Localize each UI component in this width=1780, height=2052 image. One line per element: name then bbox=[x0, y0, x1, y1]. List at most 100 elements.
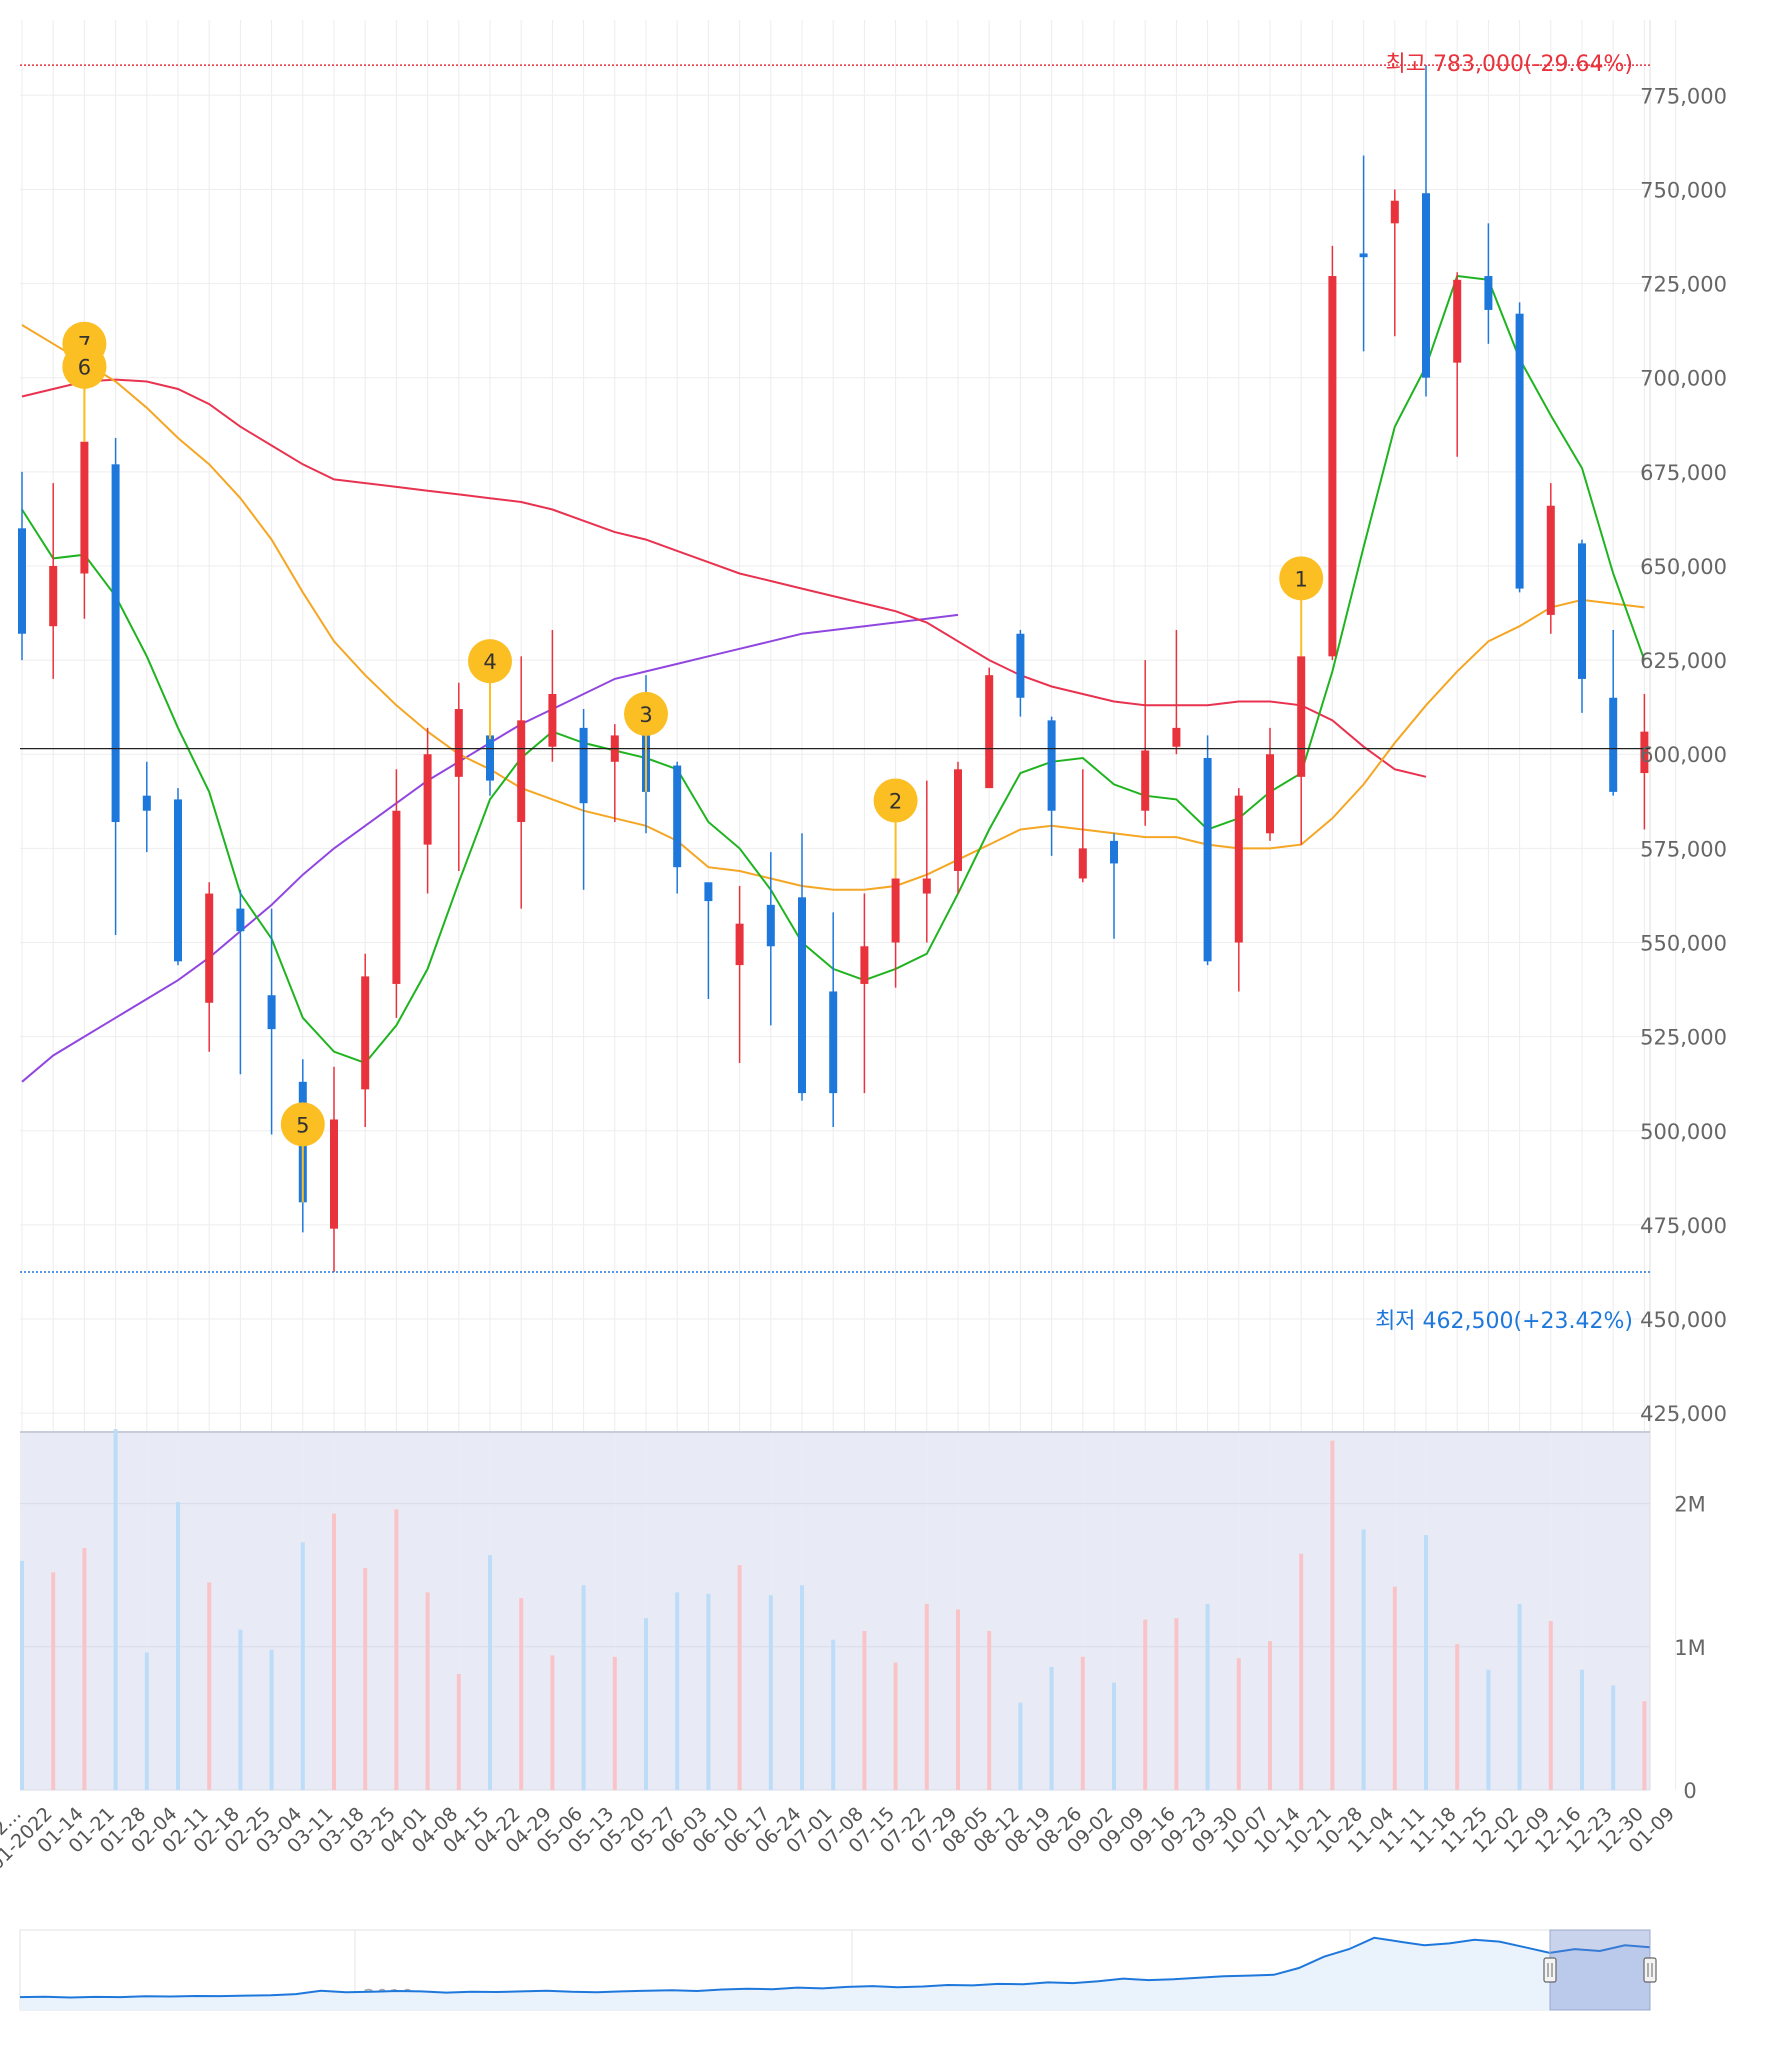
volume-bar bbox=[831, 1639, 836, 1790]
price-tick-label: 575,000 bbox=[1640, 837, 1727, 861]
price-tick-label: 725,000 bbox=[1640, 273, 1727, 297]
candle-body bbox=[891, 878, 900, 943]
volume-bar bbox=[1580, 1669, 1584, 1790]
navigator-handle-left[interactable] bbox=[1543, 1957, 1557, 1983]
volume-bar bbox=[1517, 1603, 1522, 1790]
volume-bar bbox=[1018, 1702, 1023, 1790]
volume-bar bbox=[1611, 1685, 1616, 1790]
volume-bar bbox=[1080, 1656, 1085, 1790]
event-marker-label: 5 bbox=[296, 1113, 309, 1137]
event-marker-label: 4 bbox=[483, 650, 496, 674]
volume-bar bbox=[924, 1603, 929, 1790]
candle-body bbox=[1640, 731, 1649, 774]
navigator-selection[interactable] bbox=[1549, 1929, 1651, 2011]
volume-bar bbox=[176, 1502, 180, 1790]
volume-bar bbox=[1299, 1553, 1304, 1790]
event-marker-label: 2 bbox=[889, 789, 902, 813]
volume-bar bbox=[1236, 1658, 1241, 1790]
event-marker-label: 1 bbox=[1295, 567, 1308, 591]
price-tick-label: 425,000 bbox=[1640, 1402, 1727, 1426]
candle-body bbox=[1047, 720, 1056, 811]
event-marker-1[interactable] bbox=[1279, 556, 1324, 601]
volume-bar bbox=[1424, 1535, 1428, 1790]
candle-body bbox=[704, 882, 713, 902]
candle-body bbox=[236, 908, 245, 932]
candle-body bbox=[1390, 200, 1399, 224]
candle-body bbox=[1141, 750, 1150, 811]
volume-bar bbox=[1268, 1641, 1272, 1790]
volume-bar bbox=[144, 1652, 149, 1790]
price-tick-label: 775,000 bbox=[1640, 84, 1727, 108]
price-tick-label: 450,000 bbox=[1640, 1308, 1727, 1332]
volume-bar bbox=[987, 1631, 992, 1790]
navigator-line bbox=[19, 1936, 1651, 1999]
candle-body bbox=[1234, 795, 1243, 943]
candle-body bbox=[205, 893, 214, 1003]
candle-body bbox=[735, 923, 744, 966]
volume-bar bbox=[1049, 1666, 1054, 1790]
candle-body bbox=[454, 709, 463, 777]
volume-bar bbox=[893, 1662, 898, 1790]
volume-bar bbox=[1361, 1529, 1366, 1790]
volume-bar bbox=[1205, 1603, 1210, 1790]
candle-body bbox=[1078, 848, 1087, 879]
volume-bar bbox=[425, 1592, 430, 1790]
price-tick-label: 675,000 bbox=[1640, 461, 1727, 485]
price-tick-label: 700,000 bbox=[1640, 367, 1727, 391]
candle-body bbox=[174, 799, 182, 962]
candle-body bbox=[1515, 313, 1524, 589]
event-markers[interactable]: 12345676 bbox=[62, 321, 1324, 1203]
candle-body bbox=[1359, 253, 1368, 258]
candle-body bbox=[1609, 697, 1618, 792]
volume-bar bbox=[519, 1598, 524, 1790]
candle-body bbox=[111, 464, 120, 823]
candle-body bbox=[1110, 840, 1118, 864]
candle-body bbox=[267, 995, 276, 1030]
candle-body bbox=[1546, 505, 1555, 615]
candle-body bbox=[423, 754, 432, 845]
high-price-label: 최고 783,000(-29.64%) bbox=[1386, 52, 1633, 77]
volume-bars bbox=[20, 1429, 1647, 1790]
reference-lines bbox=[20, 64, 1650, 1273]
price-tick-label: 600,000 bbox=[1640, 743, 1727, 767]
volume-bar bbox=[113, 1429, 118, 1790]
candle-body bbox=[1203, 758, 1212, 962]
volume-bar bbox=[550, 1655, 555, 1790]
event-marker-5[interactable] bbox=[280, 1102, 325, 1147]
volume-bar bbox=[456, 1674, 461, 1790]
navigator-handle-right[interactable] bbox=[1643, 1957, 1657, 1983]
candle-body bbox=[1172, 727, 1181, 747]
price-tick-label: 625,000 bbox=[1640, 649, 1727, 673]
event-marker-4[interactable] bbox=[468, 639, 512, 684]
candle-body bbox=[486, 735, 494, 781]
event-marker-2[interactable] bbox=[873, 778, 918, 823]
volume-bar bbox=[207, 1582, 212, 1790]
event-marker-label: 6 bbox=[78, 356, 91, 380]
event-marker-label: 3 bbox=[639, 703, 652, 727]
volume-tick-label: 0 bbox=[1683, 1779, 1696, 1803]
candle-body bbox=[142, 795, 151, 811]
volume-tick-label: 2M bbox=[1674, 1493, 1705, 1517]
candle-body bbox=[330, 1119, 338, 1229]
candle-body bbox=[954, 769, 962, 871]
volume-bar bbox=[394, 1509, 399, 1790]
candle-body bbox=[985, 675, 994, 789]
candle-body bbox=[1453, 279, 1462, 363]
low-price-label: 최저 462,500(+23.42%) bbox=[1375, 1309, 1633, 1334]
event-marker-3[interactable] bbox=[624, 691, 668, 736]
volume-bar bbox=[1330, 1440, 1335, 1790]
candle-body bbox=[1578, 543, 1586, 679]
candle-body bbox=[49, 565, 58, 627]
volume-bar bbox=[956, 1609, 960, 1790]
navigator[interactable]: 201020152020 bbox=[19, 1929, 1657, 2011]
volume-bar bbox=[612, 1656, 617, 1790]
volume-bar bbox=[1392, 1586, 1397, 1790]
candle-body bbox=[392, 810, 401, 984]
price-tick-label: 525,000 bbox=[1640, 1026, 1727, 1050]
candle-body bbox=[798, 897, 806, 1094]
volume-bar bbox=[581, 1585, 586, 1790]
price-tick-label: 650,000 bbox=[1640, 555, 1727, 579]
volume-bar bbox=[20, 1560, 24, 1790]
candle-body bbox=[579, 727, 588, 804]
